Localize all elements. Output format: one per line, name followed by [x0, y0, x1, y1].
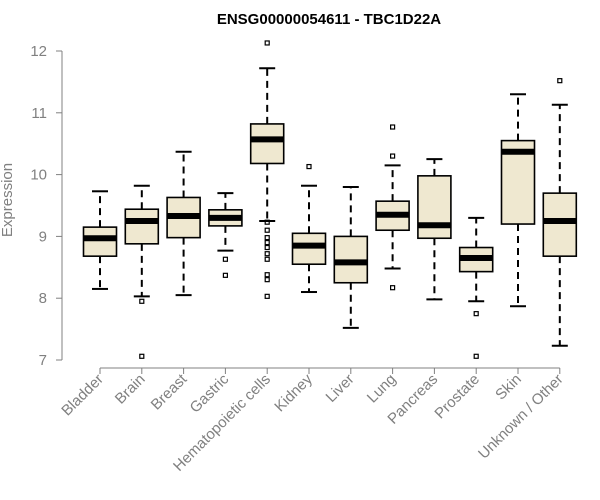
box-group — [82, 190, 118, 290]
outlier-point — [264, 239, 270, 246]
box-group — [333, 185, 369, 329]
box-group — [208, 192, 243, 278]
box-iqr — [82, 226, 118, 257]
y-tick-label: 7 — [39, 352, 47, 369]
outlier-point — [264, 219, 270, 225]
box-group — [249, 40, 285, 299]
outlier-point — [264, 293, 270, 299]
outlier-point — [264, 272, 270, 278]
box-group — [500, 93, 536, 308]
box-iqr — [124, 208, 160, 245]
box-iqr — [417, 175, 452, 240]
outlier-point — [264, 235, 270, 241]
x-tick-label: Skin — [492, 371, 525, 404]
box-iqr — [542, 192, 578, 257]
y-axis: 7 8 9 10 11 12 — [30, 43, 63, 369]
x-tick-label: Bladder — [58, 371, 107, 420]
outlier-point — [390, 153, 396, 159]
y-tick-label: 11 — [31, 105, 47, 122]
outlier-point — [390, 285, 396, 291]
box-group — [124, 184, 160, 359]
outlier-point — [222, 272, 228, 278]
outlier-point — [264, 277, 270, 283]
y-tick-label: 8 — [39, 290, 47, 307]
box-group — [458, 216, 494, 359]
x-tick-label: Liver — [323, 371, 358, 406]
outlier-point — [264, 227, 270, 233]
outlier-point — [473, 353, 479, 359]
outlier-point — [139, 353, 145, 359]
y-axis-label: Expression — [0, 163, 16, 237]
outlier-point — [306, 163, 312, 170]
box-group — [166, 150, 201, 297]
outlier-point — [473, 311, 479, 317]
outlier-point — [264, 244, 270, 251]
box-iqr — [249, 123, 285, 165]
y-tick-label: 9 — [39, 228, 47, 245]
y-tick-label: 10 — [30, 167, 47, 184]
x-tick-label: Lung — [364, 371, 400, 407]
box-group — [291, 163, 327, 294]
x-tick-label: Kidney — [271, 370, 316, 415]
box-group — [542, 78, 578, 347]
outlier-point — [390, 124, 396, 130]
chart-title: ENSG00000054611 - TBC1D22A — [217, 11, 441, 28]
box-iqr — [291, 232, 327, 266]
outlier-point — [139, 298, 145, 304]
outlier-point — [264, 251, 270, 257]
outlier-point — [264, 256, 270, 262]
y-tick-label: 12 — [30, 43, 47, 60]
boxes-group — [82, 40, 578, 359]
outlier-point — [264, 40, 270, 46]
x-tick-label: Breast — [148, 370, 191, 413]
x-tick-label: Prostate — [431, 371, 483, 423]
outlier-point — [557, 78, 563, 84]
x-tick-label: Brain — [112, 371, 149, 408]
outlier-point — [222, 256, 228, 262]
box-group — [417, 158, 452, 301]
box-group — [375, 124, 410, 291]
